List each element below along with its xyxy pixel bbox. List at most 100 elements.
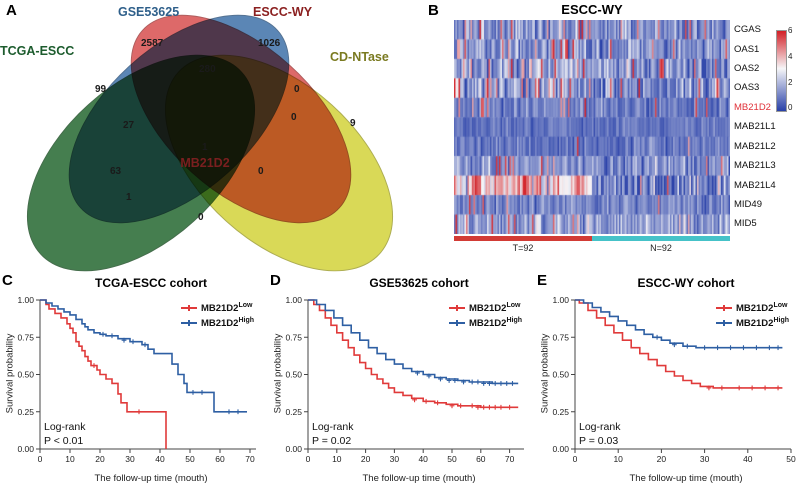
svg-text:10: 10 xyxy=(613,454,623,464)
svg-text:0: 0 xyxy=(573,454,578,464)
heatmap-row-label: CGAS xyxy=(734,24,761,35)
legend-line-high-icon xyxy=(715,320,732,327)
svg-text:70: 70 xyxy=(245,454,255,464)
heatmap-row-label: MAB21L1 xyxy=(734,121,776,132)
svg-text:0.50: 0.50 xyxy=(552,370,569,380)
logrank-text: Log-rank P = 0.02 xyxy=(312,421,354,448)
svg-text:40: 40 xyxy=(743,454,753,464)
svg-text:0.25: 0.25 xyxy=(285,407,302,417)
heatmap-row-label: MID49 xyxy=(734,199,762,210)
svg-text:50: 50 xyxy=(185,454,195,464)
svg-text:1.00: 1.00 xyxy=(285,295,302,305)
venn-count-wy-cd: 0 xyxy=(294,84,300,95)
km-title: GSE53625 cohort xyxy=(369,276,469,290)
svg-text:40: 40 xyxy=(155,454,165,464)
svg-text:0.75: 0.75 xyxy=(17,332,34,342)
venn-count-gse-wy-cd: 0 xyxy=(291,112,297,123)
svg-text:1.00: 1.00 xyxy=(552,295,569,305)
panel-km-gse: D GSE53625 cohort Survival probability 0… xyxy=(268,272,536,485)
panel-letter-c: C xyxy=(2,272,13,289)
heatmap-row-label: MAB21L3 xyxy=(734,160,776,171)
legend-label-high: MB21D2High xyxy=(735,317,789,330)
svg-text:0.25: 0.25 xyxy=(552,407,569,417)
heatmap-row-label: MAB21L4 xyxy=(734,180,776,191)
panel-letter-b: B xyxy=(428,2,439,19)
svg-text:20: 20 xyxy=(95,454,105,464)
svg-text:10: 10 xyxy=(65,454,75,464)
svg-text:70: 70 xyxy=(505,454,515,464)
svg-text:0.00: 0.00 xyxy=(552,444,569,454)
panel-km-tcga: C TCGA-ESCC cohort Survival probability … xyxy=(0,272,268,485)
tumor-group-label: T=92 xyxy=(512,243,534,253)
svg-text:0.00: 0.00 xyxy=(17,444,34,454)
heatmap-row-label: MID5 xyxy=(734,218,757,229)
svg-text:0.50: 0.50 xyxy=(17,370,34,380)
heatmap-row-label: MAB21L2 xyxy=(734,141,776,152)
colorbar-tick: 6 xyxy=(788,26,793,35)
heatmap-title: ESCC-WY xyxy=(561,2,623,17)
svg-text:0.75: 0.75 xyxy=(285,332,302,342)
venn-count-tcga-gse-wy: 27 xyxy=(123,120,135,131)
svg-text:20: 20 xyxy=(361,454,371,464)
heatmap-row-label: OAS3 xyxy=(734,82,760,93)
km-plot: 0 10 20 30 40 50 60 70 0.00 0.25 0.50 0.75 1.00 xyxy=(285,295,524,464)
heatmap-colorbar xyxy=(776,30,787,112)
svg-text:1.00: 1.00 xyxy=(17,295,34,305)
colorbar-tick: 0 xyxy=(788,103,793,112)
x-axis-label: The follow-up time (mouth) xyxy=(94,473,208,484)
legend-label-high: MB21D2High xyxy=(468,317,522,330)
venn-count-gse-cd: 0 xyxy=(258,166,264,177)
venn-count-wy-only: 1026 xyxy=(258,38,281,49)
svg-text:30: 30 xyxy=(125,454,135,464)
legend-line-high-icon xyxy=(448,320,465,327)
svg-text:10: 10 xyxy=(332,454,342,464)
svg-text:30: 30 xyxy=(700,454,710,464)
km-plot: 0 10 20 30 40 50 0.00 0.25 0.50 0.75 1.00 xyxy=(552,295,796,464)
heatmap-canvas xyxy=(454,20,730,234)
colorbar-tick: 4 xyxy=(788,52,793,61)
logrank-text: Log-rank P < 0.01 xyxy=(44,421,86,448)
colorbar-tick: 2 xyxy=(788,78,793,87)
tumor-group-bar xyxy=(454,236,592,241)
heatmap-row-label-highlight: MB21D2 xyxy=(734,102,771,113)
heatmap-row-label: OAS1 xyxy=(734,44,760,55)
venn-set-label-wy: ESCC-WY xyxy=(253,5,313,19)
panel-heatmap: B ESCC-WY CGAS OAS1 OAS2 OAS3 MB21D2 MAB… xyxy=(424,0,802,272)
venn-count-gse-wy: 280 xyxy=(199,64,216,75)
venn-count-tcga-cd: 0 xyxy=(198,212,204,223)
venn-set-label-cd: CD-NTase xyxy=(330,50,389,64)
venn-set-label-gse: GSE53625 xyxy=(118,5,180,19)
panel-letter-e: E xyxy=(537,272,548,289)
svg-text:0.75: 0.75 xyxy=(552,332,569,342)
legend-label-high: MB21D2High xyxy=(200,317,254,330)
legend-line-low-icon xyxy=(715,305,732,312)
legend-label-low: MB21D2Low xyxy=(735,302,788,315)
x-axis-label: The follow-up time (mouth) xyxy=(629,473,743,484)
panel-venn: A TCGA-ESCC GSE53625 ESCC-WY CD-NTase 43… xyxy=(0,0,433,313)
venn-count-tcga-wy: 63 xyxy=(110,166,122,177)
logrank-text: Log-rank P = 0.03 xyxy=(579,421,621,448)
venn-count-all-sets: 1 xyxy=(202,142,208,153)
panel-letter-d: D xyxy=(270,272,281,289)
svg-text:60: 60 xyxy=(476,454,486,464)
legend-line-high-icon xyxy=(180,320,197,327)
venn-count-gse-only: 2587 xyxy=(141,38,164,49)
km-plot: 0 10 20 30 40 50 60 70 0.00 0.25 0.50 0.75 1.00 xyxy=(17,295,256,464)
legend-line-low-icon xyxy=(448,305,465,312)
venn-set-label-tcga: TCGA-ESCC xyxy=(0,44,75,58)
svg-text:30: 30 xyxy=(390,454,400,464)
venn-count-tcga-wy-cd: 1 xyxy=(126,192,132,203)
svg-text:0.25: 0.25 xyxy=(17,407,34,417)
x-axis-label: The follow-up time (mouth) xyxy=(362,473,476,484)
panel-letter-a: A xyxy=(6,2,17,19)
km-legend: MB21D2Low MB21D2High xyxy=(180,302,254,332)
legend-label-low: MB21D2Low xyxy=(468,302,521,315)
venn-count-tcga-only: 436 xyxy=(28,126,45,137)
km-legend: MB21D2Low MB21D2High xyxy=(715,302,789,332)
km-legend: MB21D2Low MB21D2High xyxy=(448,302,522,332)
svg-text:50: 50 xyxy=(447,454,457,464)
km-title: ESCC-WY cohort xyxy=(637,276,735,290)
svg-text:0: 0 xyxy=(306,454,311,464)
svg-text:20: 20 xyxy=(657,454,667,464)
